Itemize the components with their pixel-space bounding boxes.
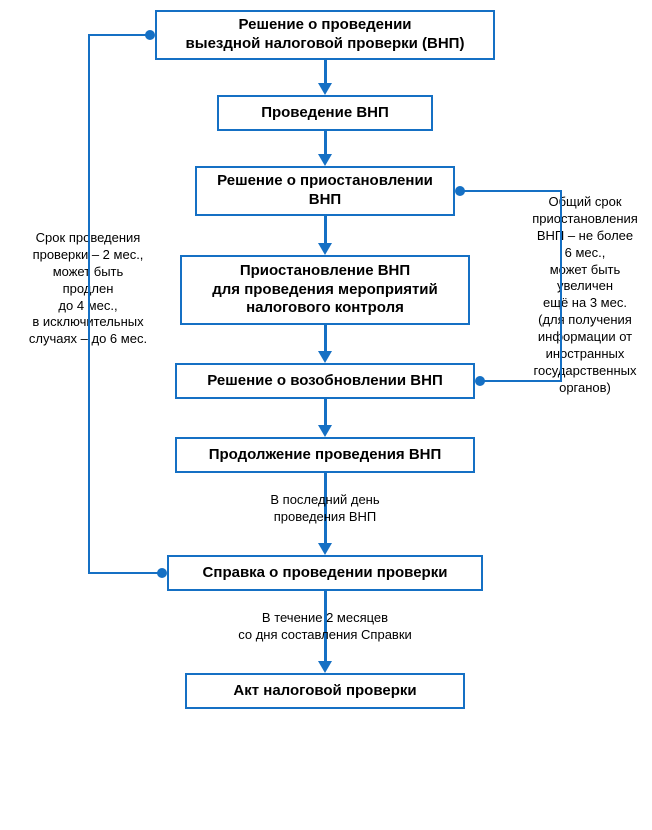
arrow-line (324, 216, 327, 245)
arrow-head-icon (318, 543, 332, 555)
connector-line (560, 190, 562, 382)
connector-line (88, 34, 147, 36)
annotation-a4: В течение 2 месяцевсо дня составления Сп… (210, 610, 440, 644)
arrow-line (324, 325, 327, 353)
annotation-a3: В последний деньпроведения ВНП (230, 492, 420, 526)
arrow-head-icon (318, 154, 332, 166)
arrow-head-icon (318, 83, 332, 95)
annotation-a2: Общий срокприостановленияВНП – не более6… (520, 194, 650, 397)
arrow-line (324, 399, 327, 427)
connector-dot (157, 568, 167, 578)
flowchart-node-n4: Приостановление ВНПдля проведения меропр… (180, 255, 470, 325)
connector-line (88, 34, 90, 574)
flowchart-node-n5: Решение о возобновлении ВНП (175, 363, 475, 399)
arrow-head-icon (318, 425, 332, 437)
arrow-head-icon (318, 351, 332, 363)
flowchart-node-n8: Акт налоговой проверки (185, 673, 465, 709)
flowchart-node-n3: Решение о приостановленииВНП (195, 166, 455, 216)
connector-dot (475, 376, 485, 386)
arrow-head-icon (318, 243, 332, 255)
arrow-line (324, 60, 327, 85)
flowchart-node-n7: Справка о проведении проверки (167, 555, 483, 591)
flowchart-node-n2: Проведение ВНП (217, 95, 433, 131)
connector-line (88, 572, 159, 574)
flowchart-node-n6: Продолжение проведения ВНП (175, 437, 475, 473)
connector-line (463, 190, 562, 192)
flowchart-node-n1: Решение о проведениивыездной налоговой п… (155, 10, 495, 60)
connector-line (483, 380, 562, 382)
arrow-head-icon (318, 661, 332, 673)
arrow-line (324, 131, 327, 156)
